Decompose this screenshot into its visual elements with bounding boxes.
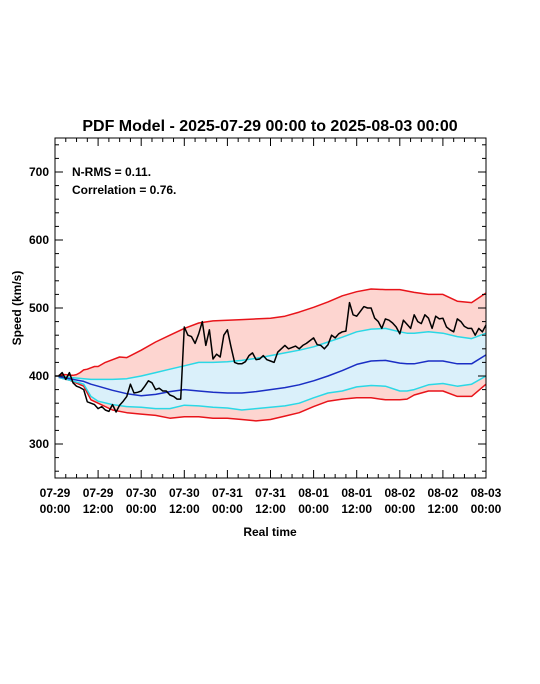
x-tick-label-date: 07-29	[40, 486, 71, 500]
x-axis-label: Real time	[243, 525, 297, 539]
x-tick-label-time: 00:00	[40, 502, 71, 516]
x-axis: 07-29 00:00 07-29 12:00 07-30 00:00 07-30 12:00…	[40, 138, 502, 516]
x-tick-label-date: 08-01	[341, 486, 372, 500]
x-tick-label-time: 00:00	[471, 502, 502, 516]
x-tick-label-date: 08-01	[298, 486, 329, 500]
y-axis-label: Speed (km/s)	[10, 271, 24, 346]
median-line	[58, 354, 487, 397]
annotation-nrms: N-RMS = 0.11.	[72, 165, 151, 179]
x-tick-label-time: 00:00	[298, 502, 329, 516]
x-tick-label-time: 12:00	[428, 502, 459, 516]
x-tick-label-time: 12:00	[341, 502, 372, 516]
y-tick-label: 700	[29, 165, 49, 179]
y-tick-label: 500	[29, 301, 49, 315]
y-tick-label: 600	[29, 233, 49, 247]
chart-title: PDF Model - 2025-07-29 00:00 to 2025-08-…	[82, 118, 457, 135]
x-tick-label-time: 12:00	[255, 502, 286, 516]
x-tick-label-time: 00:00	[212, 502, 243, 516]
x-tick-label-time: 12:00	[169, 502, 200, 516]
x-tick-label-date: 07-31	[255, 486, 286, 500]
x-tick-label-time: 00:00	[384, 502, 415, 516]
x-tick-label-time: 00:00	[126, 502, 157, 516]
x-tick-label-time: 12:00	[83, 502, 114, 516]
x-tick-label-date: 08-02	[428, 486, 459, 500]
x-tick-label-date: 07-29	[83, 486, 114, 500]
x-tick-label-date: 07-30	[126, 486, 157, 500]
y-tick-label: 400	[29, 369, 49, 383]
x-tick-label-date: 07-30	[169, 486, 200, 500]
x-tick-label-date: 08-02	[384, 486, 415, 500]
x-tick-label-date: 08-03	[471, 486, 502, 500]
inner-upper-line	[58, 327, 487, 381]
observed-line	[55, 301, 487, 413]
inner-lower-line	[58, 375, 487, 411]
y-tick-label: 300	[29, 437, 49, 451]
upper-bound-line	[58, 288, 487, 377]
inner-band	[58, 328, 486, 410]
x-tick-label-date: 07-31	[212, 486, 243, 500]
lines	[55, 288, 487, 422]
annotation-correlation: Correlation = 0.76.	[72, 183, 176, 197]
y-axis: 300 400 500 600 700	[29, 144, 486, 472]
